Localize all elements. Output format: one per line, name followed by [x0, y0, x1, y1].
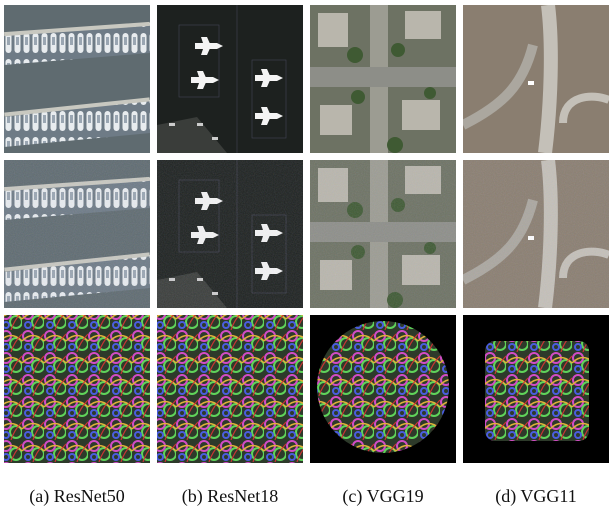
perturbation-image — [485, 341, 589, 441]
perturbation-noise — [463, 160, 609, 308]
original-image — [157, 5, 303, 153]
figure: (a) ResNet50 (b) ResNet18 (c) VGG19 (d) VGG… — [0, 0, 610, 508]
perturbation-image — [4, 315, 150, 463]
original-image — [4, 5, 150, 153]
caption: (b) ResNet18 — [182, 486, 278, 507]
caption: (d) VGG11 — [495, 486, 577, 507]
perturbation-image — [317, 321, 449, 453]
original-image — [310, 5, 456, 153]
caption: (a) ResNet50 — [29, 486, 124, 507]
original-image — [463, 5, 609, 153]
perturbation-noise — [157, 160, 303, 308]
perturbation-noise — [4, 160, 150, 308]
perturbation-noise — [310, 160, 456, 308]
image-grid — [4, 5, 609, 463]
perturbation-image — [157, 315, 303, 463]
caption: (c) VGG19 — [342, 486, 423, 507]
